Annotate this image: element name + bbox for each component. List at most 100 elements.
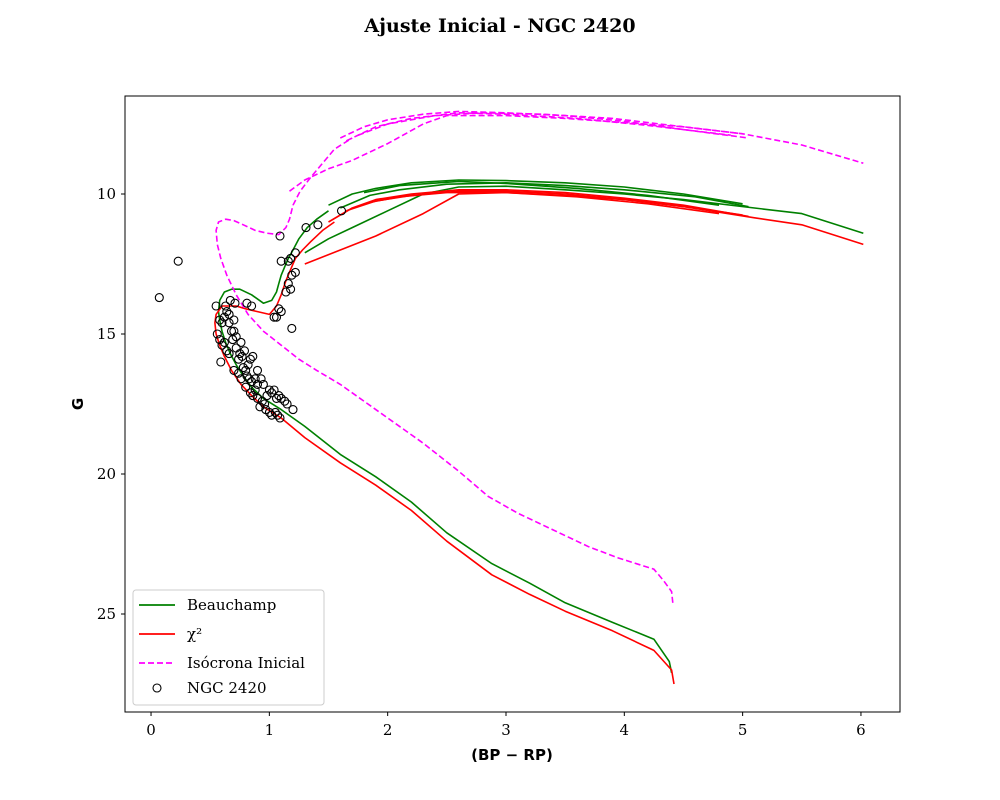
data-point: [217, 340, 227, 350]
data-point: [264, 385, 274, 395]
data-point: [236, 337, 246, 347]
data-point: [216, 357, 226, 367]
data-point: [252, 393, 263, 403]
data-point: [241, 382, 251, 392]
series-line-beauchamp-0: [217, 210, 673, 673]
data-point: [244, 374, 254, 384]
x-axis-ticks: 0 1 2 3 4 5 6: [146, 712, 866, 739]
x-tick-label: 3: [501, 721, 511, 739]
data-point: [250, 385, 260, 395]
series-line-chi2-1: [304, 191, 864, 265]
data-point: [280, 396, 290, 406]
x-tick-label: 4: [620, 721, 630, 739]
legend-box: [132, 589, 325, 706]
x-axis-label: (BP − RP): [471, 746, 553, 764]
series-line-iso-crona-inicial-0: [215, 137, 674, 603]
data-point: [212, 329, 222, 339]
data-point: [239, 346, 250, 356]
data-point: [225, 295, 235, 305]
data-point: [237, 351, 247, 361]
data-point: [290, 248, 300, 258]
plot-frame: [124, 95, 901, 713]
data-point: [230, 298, 240, 308]
data-point: [288, 405, 298, 415]
data-point: [257, 396, 267, 406]
data-point: [258, 379, 268, 389]
data-point: [287, 323, 297, 333]
data-point: [222, 307, 232, 317]
data-point: [269, 312, 279, 322]
data-point: [248, 391, 258, 401]
data-point: [301, 223, 311, 233]
data-point: [255, 402, 265, 412]
data-point: [273, 410, 283, 420]
data-point: [234, 368, 244, 378]
x-tick-label: 2: [383, 721, 393, 739]
legend-label-chi2: χ²: [187, 625, 202, 643]
data-point: [224, 309, 234, 319]
series-line-beauchamp-4: [363, 180, 720, 206]
x-tick-label: 0: [146, 721, 156, 739]
data-point: [238, 363, 248, 373]
y-axis-ticks: 10 15 20 25: [97, 185, 125, 623]
data-point: [283, 256, 293, 266]
data-point: [276, 307, 286, 317]
data-point: [281, 287, 291, 297]
data-point: [274, 304, 284, 314]
data-point: [313, 220, 323, 230]
data-point: [219, 312, 229, 322]
x-tick-label: 1: [265, 721, 275, 739]
data-point: [262, 391, 272, 401]
data-point: [274, 391, 284, 401]
data-point: [275, 413, 285, 423]
x-tick-label: 6: [856, 721, 866, 739]
series-line-beauchamp-1: [304, 185, 864, 254]
data-point: [271, 312, 282, 322]
data-point: [215, 315, 225, 325]
series-line-chi2-4: [369, 191, 720, 215]
series-line-beauchamp-2: [328, 179, 743, 206]
data-point: [256, 374, 266, 384]
data-point: [231, 343, 241, 353]
y-tick-label: 20: [97, 465, 116, 483]
data-point: [245, 388, 255, 398]
data-point: [224, 349, 234, 359]
data-point: [248, 351, 258, 361]
legend-label-iso-crona-inicial: Isócrona Inicial: [187, 654, 305, 672]
data-point: [222, 346, 232, 356]
data-point: [242, 371, 252, 381]
data-point: [336, 206, 347, 216]
legend-swatch-ngc-2420: [152, 683, 162, 693]
series-layer: [214, 110, 864, 685]
data-point: [154, 293, 164, 303]
data-point: [226, 326, 237, 336]
scatter-layer: [154, 206, 347, 423]
data-point: [290, 267, 300, 277]
data-point: [231, 332, 241, 342]
y-tick-label: 25: [97, 605, 116, 623]
y-axis-label: G: [69, 398, 87, 410]
series-line-iso-crona-inicial-4: [357, 112, 743, 136]
data-point: [275, 231, 285, 241]
data-point: [221, 301, 231, 311]
data-point: [217, 318, 227, 328]
data-point: [269, 385, 279, 395]
data-point: [286, 284, 296, 294]
data-point: [260, 399, 270, 409]
data-point: [173, 256, 183, 266]
legend-label-beauchamp: Beauchamp: [187, 596, 276, 614]
data-point: [250, 374, 260, 384]
data-point: [243, 360, 253, 370]
series-line-chi2-2: [328, 189, 749, 223]
data-point: [242, 298, 252, 308]
data-point: [235, 349, 245, 359]
data-point: [219, 337, 229, 347]
data-point: [271, 393, 282, 403]
data-point: [229, 365, 239, 375]
legend: Beauchamp χ² Isócrona Inicial NGC 2420: [132, 589, 325, 706]
series-line-iso-crona-inicial-2: [339, 110, 749, 139]
x-tick-label: 5: [738, 721, 748, 739]
data-point: [276, 256, 286, 266]
data-point: [247, 301, 257, 311]
